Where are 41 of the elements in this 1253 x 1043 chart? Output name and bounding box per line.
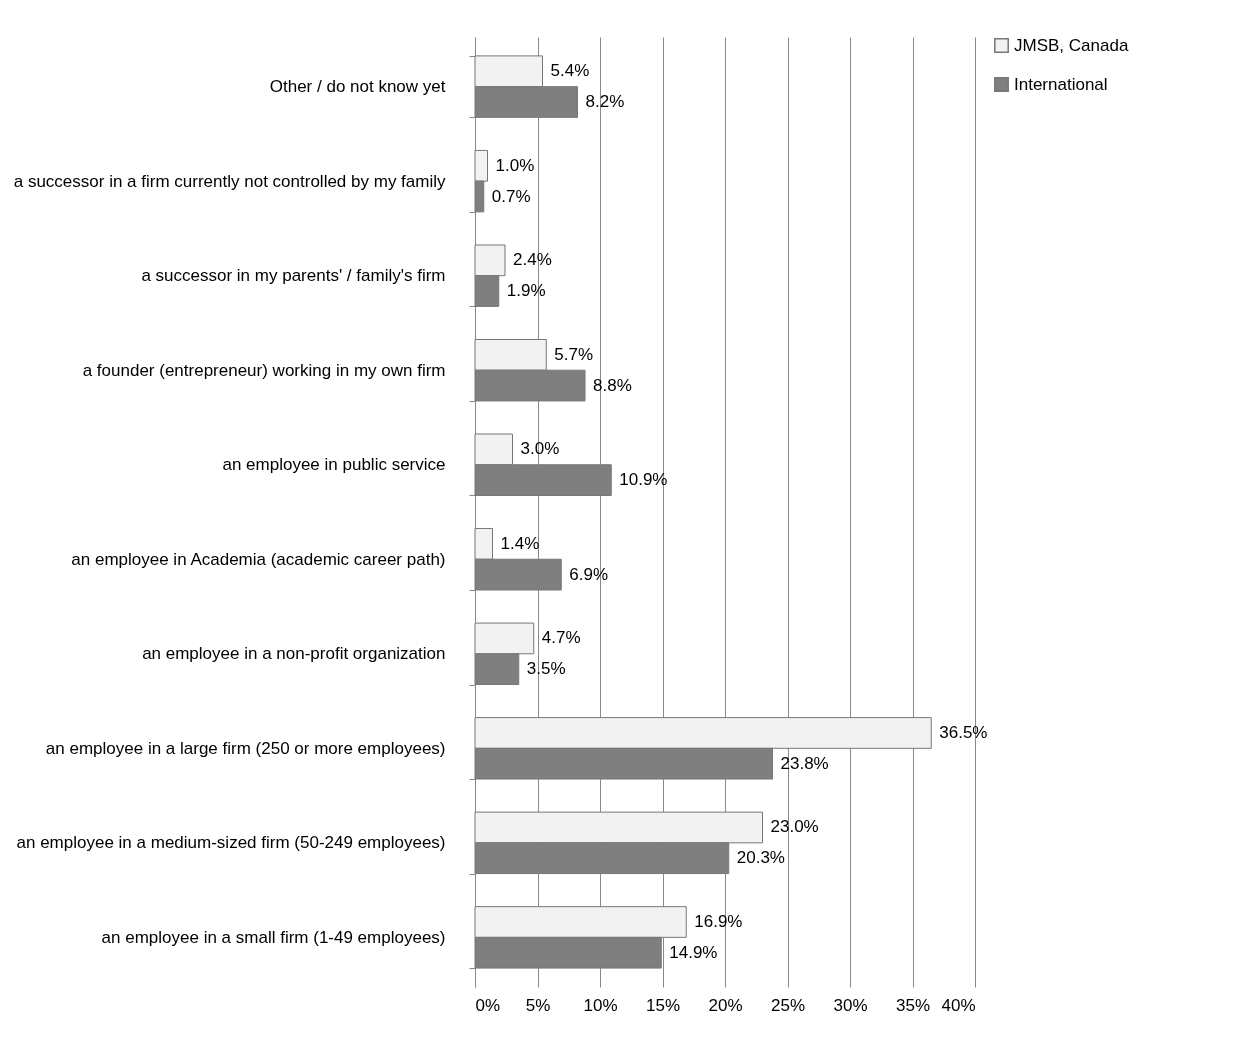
data-label: 2.4% [513,250,552,270]
data-label: 10.9% [619,470,668,490]
y-tick-label: an employee in a large firm (250 or more employees) [45,738,446,758]
y-tick-label: an employee in Academia (academic career path) [71,549,446,569]
x-tick-label: 35% [895,995,931,1015]
data-label: 20.3% [736,848,785,868]
y-tick-label: an employee in public service [222,455,446,475]
data-label: 23.8% [780,753,829,773]
data-label: 8.2% [585,91,625,111]
x-tick-label: 30% [833,995,868,1015]
x-tick-label: 20% [708,995,743,1015]
x-tick-label: 0% [475,995,501,1015]
data-label: 23.0% [770,817,819,837]
y-tick-label: a successor in my parents' / family's firm [141,266,446,286]
data-label: 1.9% [506,281,546,301]
y-tick-label: an employee in a non-profit organization [142,644,446,664]
data-label: 1.0% [495,155,535,175]
legend-label: JMSB, Canada [1014,35,1129,55]
x-tick-label: 15% [645,995,681,1015]
data-label: 8.8% [593,375,632,395]
x-tick-label: 5% [525,995,551,1015]
data-label: 4.7% [541,628,581,648]
x-tick-label: 25% [770,995,806,1015]
y-tick-label: Other / do not know yet [269,77,446,97]
data-label: 3.5% [526,659,566,679]
data-label: 3.0% [520,439,560,459]
y-tick-label: a successor in a firm currently not controlled by my family [13,171,446,191]
data-label: 6.9% [569,564,608,584]
x-tick-label: 40% [941,995,976,1015]
data-label: 1.4% [500,533,540,553]
data-label: 5.4% [550,61,590,81]
data-label: 0.7% [491,186,531,206]
legend-label: International [1014,74,1108,94]
data-label: 16.9% [694,912,743,932]
y-tick-label: an employee in a small firm (1-49 employees) [101,927,446,947]
y-tick-label: a founder (entrepreneur) working in my own firm [82,360,446,380]
data-label: 5.7% [554,344,593,364]
data-label: 36.5% [939,722,988,742]
y-tick-label: an employee in a medium-sized firm (50-249 employees) [16,833,446,853]
data-label: 14.9% [669,942,718,962]
x-tick-label: 10% [583,995,618,1015]
